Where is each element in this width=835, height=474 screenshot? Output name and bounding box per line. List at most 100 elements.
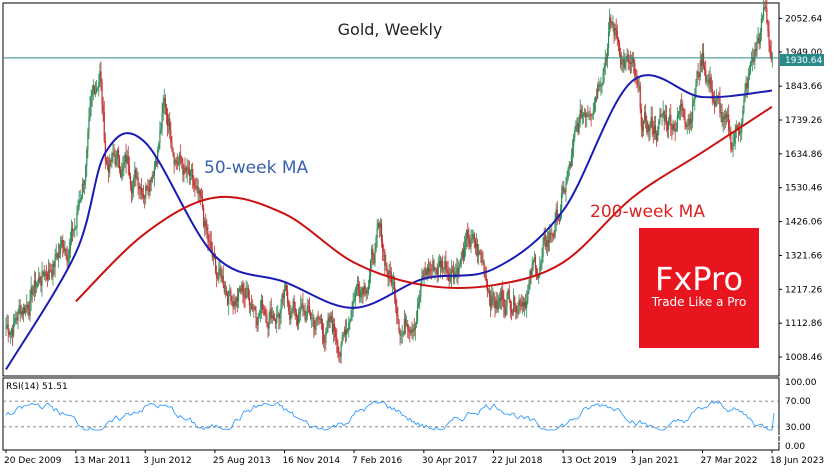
candle-body: [50, 270, 52, 272]
candle-body: [518, 299, 520, 307]
candle-body: [177, 162, 180, 164]
candle-body: [335, 329, 337, 338]
candle-body: [323, 333, 325, 342]
candle-body: [217, 277, 219, 280]
candle-body: [53, 263, 55, 267]
candle-body: [152, 175, 154, 176]
candle-body: [399, 330, 401, 336]
ma200-line: [75, 105, 773, 303]
candle-body: [31, 287, 33, 295]
candle-body: [665, 115, 668, 123]
candle-body: [114, 154, 116, 165]
candle-body: [456, 267, 458, 273]
candle-body: [205, 221, 207, 228]
candle-body: [297, 313, 300, 325]
candle-body: [743, 99, 745, 111]
candle-body: [153, 167, 156, 176]
candle-body: [557, 219, 559, 221]
candle-body: [720, 112, 722, 114]
candle-body: [400, 334, 402, 336]
x-tick-label: 3 Jan 2021: [630, 456, 678, 466]
candle-body: [236, 297, 239, 302]
candle-body: [232, 301, 234, 308]
candle-body: [347, 329, 349, 331]
candle-body: [18, 305, 20, 311]
candle-body: [394, 281, 396, 298]
candle-body: [735, 125, 737, 131]
candle-body: [264, 309, 266, 315]
candle-body: [433, 260, 435, 270]
candle-body: [5, 327, 7, 329]
candle-body: [234, 301, 236, 306]
candle-body: [549, 232, 551, 243]
candle-body: [670, 114, 672, 126]
candle-body: [105, 160, 108, 163]
candle-body: [726, 114, 729, 118]
candle-body: [484, 274, 486, 278]
logo-background: [639, 228, 759, 348]
candle-body: [62, 239, 64, 248]
candle-body: [248, 298, 251, 306]
candle-body: [81, 183, 84, 198]
candle-body: [283, 289, 285, 299]
candle-body: [375, 237, 377, 252]
candle-body: [320, 318, 323, 324]
current-price-tag: 1930.64: [780, 54, 824, 66]
candle-body: [25, 307, 27, 313]
candle-body: [115, 158, 117, 165]
candle-body: [543, 234, 545, 245]
candle-body: [360, 292, 362, 298]
candle-body: [677, 113, 680, 117]
candle-body: [373, 254, 375, 264]
candle-body: [646, 120, 648, 133]
candle-body: [340, 343, 342, 357]
candle-body: [713, 101, 716, 106]
candle-body: [664, 115, 666, 122]
candle-body: [707, 79, 709, 82]
candle-body: [278, 313, 280, 319]
y-tick-label: 1530.46: [785, 184, 822, 194]
candle-body: [436, 269, 438, 275]
candle-body: [425, 269, 427, 275]
candle-body: [302, 303, 304, 311]
candle-body: [306, 306, 308, 316]
candle-body: [427, 267, 430, 273]
candle-body: [125, 154, 127, 163]
candle-body: [200, 196, 202, 198]
candle-body: [537, 276, 539, 278]
candle-body: [580, 109, 582, 118]
candle-body: [649, 126, 651, 131]
candle-body: [576, 122, 578, 126]
candle-body: [411, 330, 413, 333]
candle-body: [585, 112, 587, 117]
candle-body: [471, 238, 473, 240]
candle-body: [158, 143, 160, 150]
candle-body: [277, 313, 279, 316]
candle-body: [352, 300, 354, 310]
candle-body: [728, 114, 730, 131]
candle-body: [97, 87, 99, 89]
candle-body: [14, 318, 16, 323]
candle-body: [263, 308, 265, 310]
candle-body: [296, 317, 299, 325]
candle-body: [326, 326, 328, 333]
candle-body: [288, 303, 290, 312]
candle-body: [694, 95, 696, 100]
x-tick-label: 25 Aug 2013: [213, 456, 271, 466]
candle-body: [687, 124, 689, 126]
candle-body: [702, 52, 705, 67]
y-tick-label: 1008.46: [785, 353, 822, 363]
candle-body: [629, 61, 632, 65]
candle-body: [398, 320, 400, 331]
candle-body: [344, 329, 347, 336]
candle-body: [762, 7, 765, 19]
candle-body: [92, 86, 94, 91]
candle-body: [378, 222, 380, 228]
candle-body: [300, 306, 302, 312]
candle-body: [495, 300, 497, 309]
candle-body: [535, 268, 538, 277]
candle-body: [547, 240, 550, 243]
candle-body: [377, 222, 379, 229]
candle-body: [402, 333, 404, 335]
candle-body: [734, 130, 736, 144]
